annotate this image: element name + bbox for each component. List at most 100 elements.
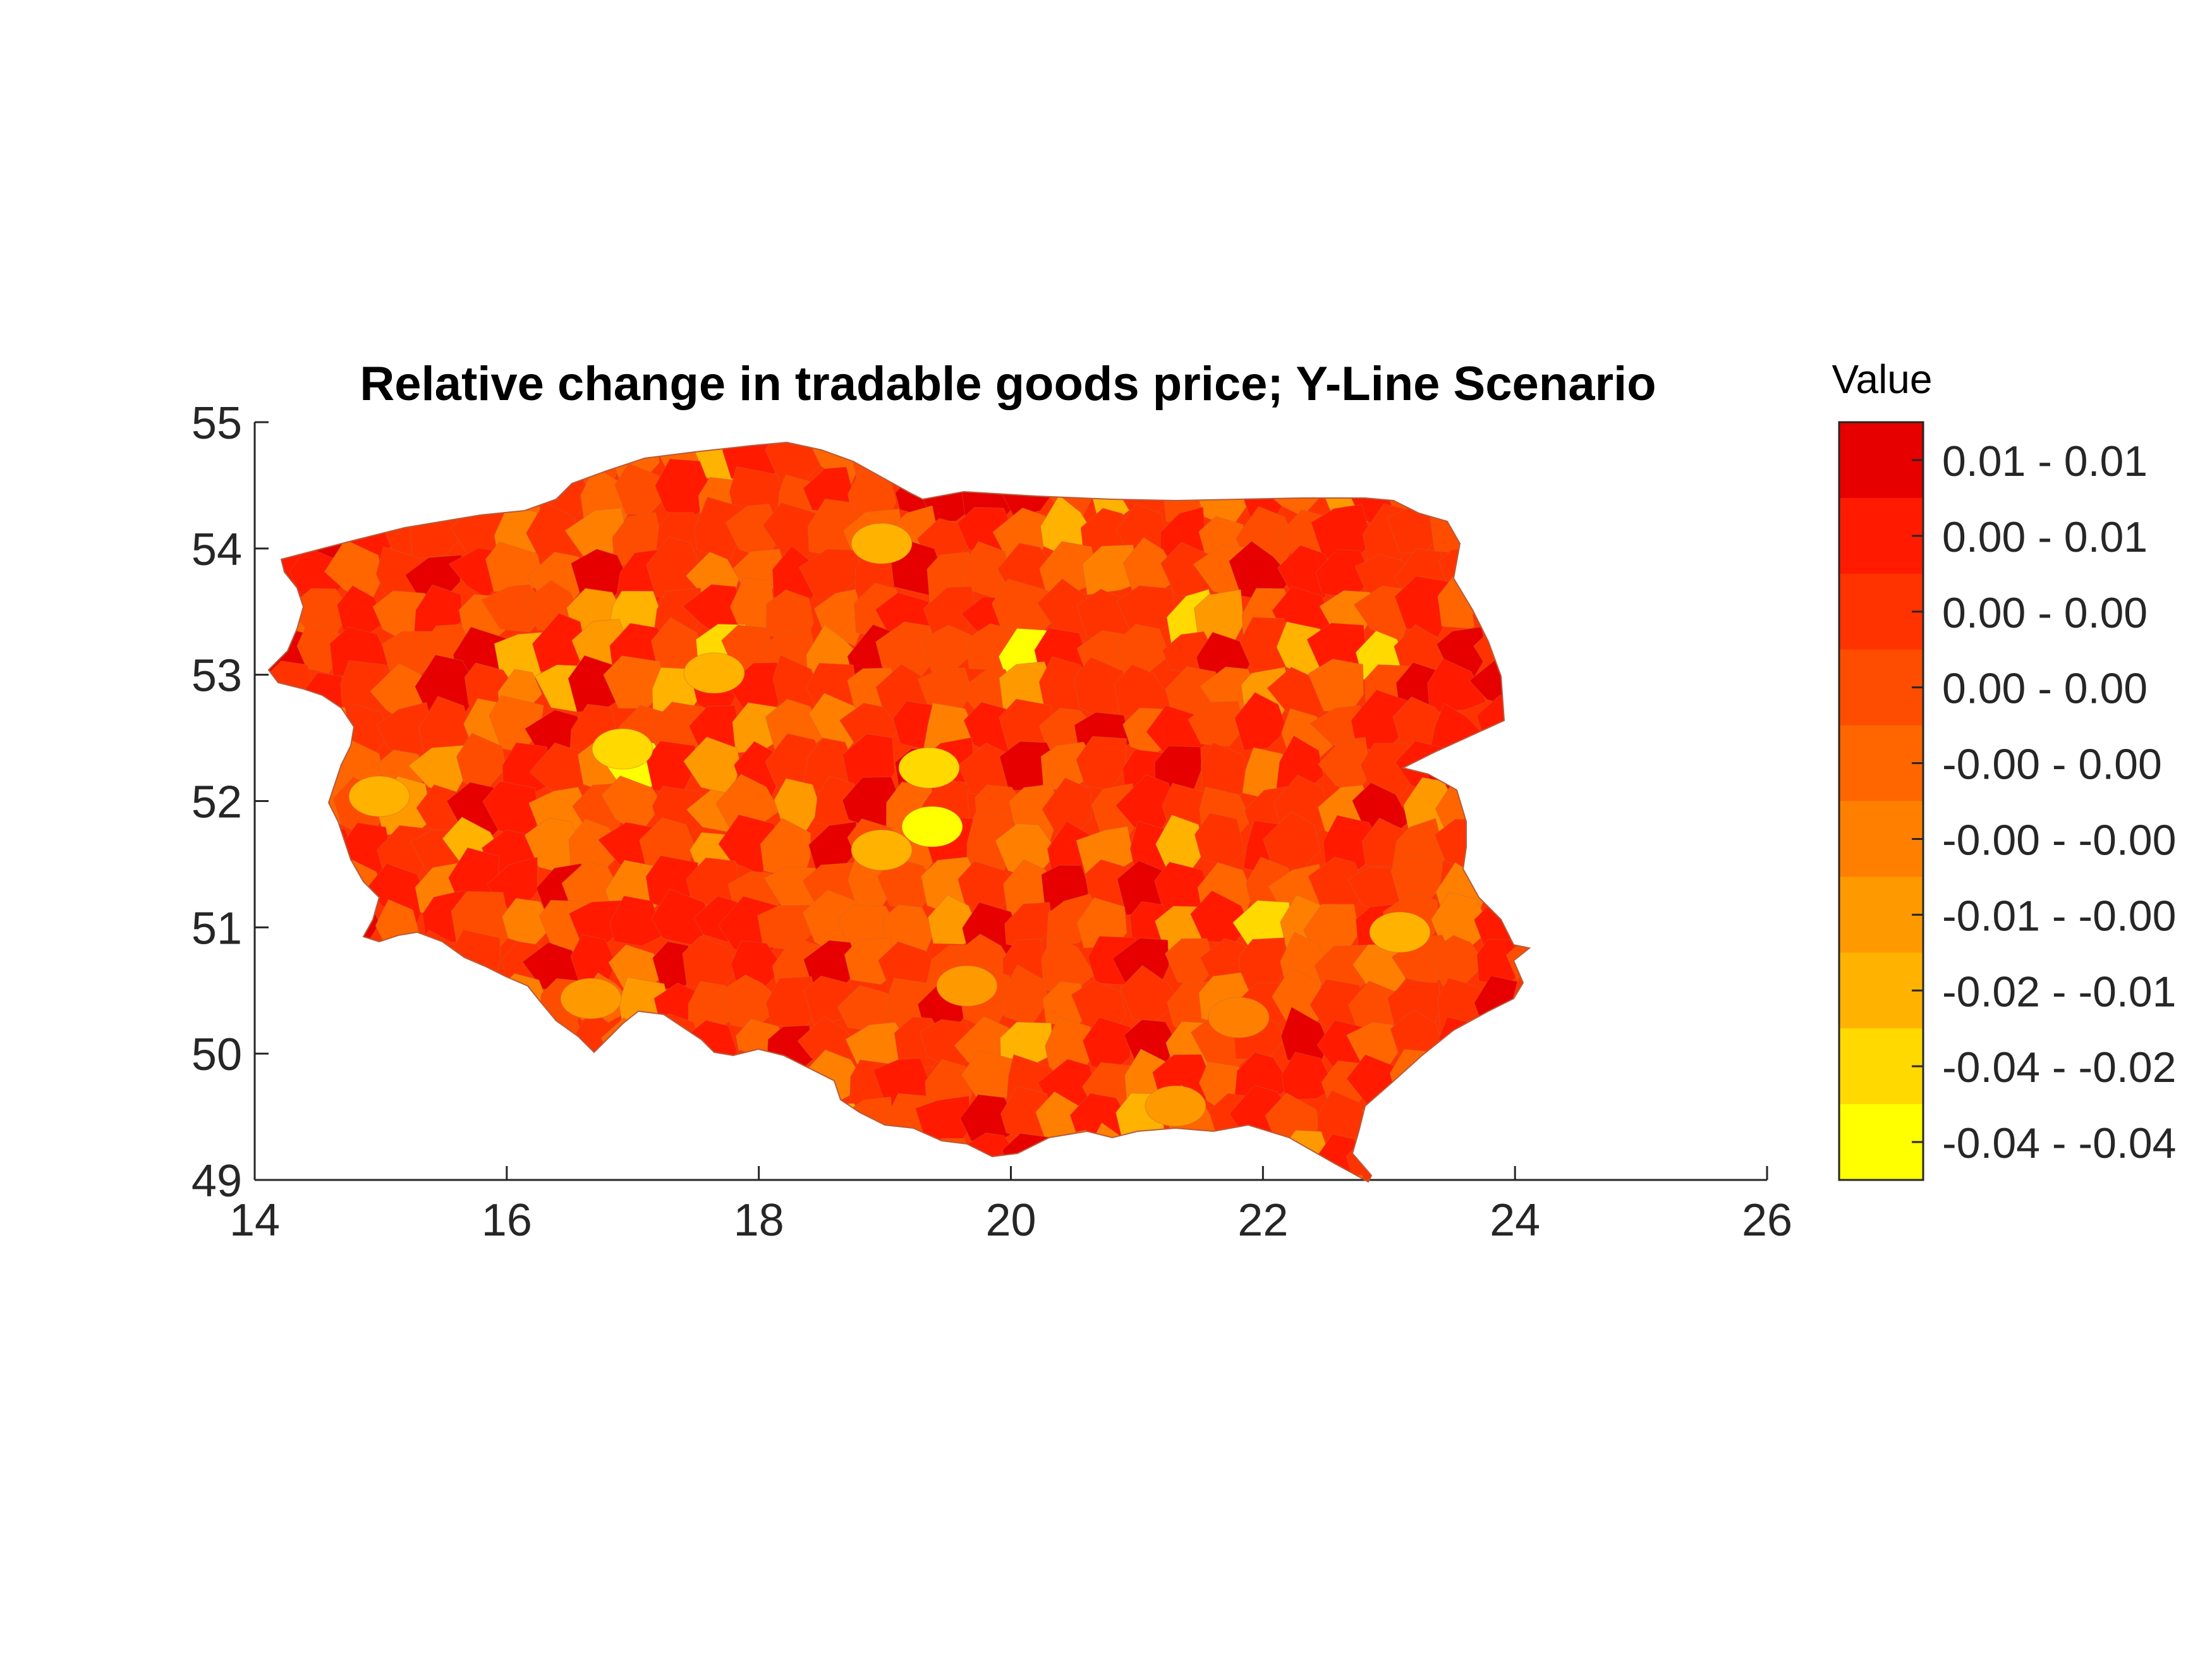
region-patch [837,1096,894,1146]
region-patch [571,1177,622,1182]
region-patch [1145,1085,1206,1127]
region-patch [1472,472,1521,530]
region-patch [600,1086,664,1144]
region-patch [609,896,664,947]
region-patch [1475,810,1529,876]
region-patch [1431,442,1478,485]
legend-label: -0.02 - -0.01 [1942,968,2176,1016]
region-patch [917,1177,980,1182]
region-patch [570,1131,634,1182]
region-patch [936,965,998,1007]
legend-swatch [1839,952,1923,1029]
region-patch [300,1059,358,1109]
region-patch [1473,503,1529,564]
region-patch [1511,977,1529,1037]
region-patch [492,1131,544,1182]
region-patch [998,442,1057,478]
region-patch [1160,1130,1214,1182]
region-patch [1438,1059,1492,1116]
region-patch [721,1049,783,1111]
region-patch [337,966,393,1023]
region-patch [560,978,622,1019]
region-patch [294,1169,341,1182]
region-patch [496,1090,552,1139]
region-patch [269,1010,310,1073]
region-patch [1515,824,1529,872]
region-patch [1208,997,1270,1038]
legend-swatch [1839,1028,1923,1105]
region-patch [1507,591,1529,642]
region-patch [447,442,513,482]
legend-swatch [1839,649,1923,726]
legend-label: -0.01 - -0.00 [1942,892,2176,940]
region-patch [375,1008,429,1065]
legend-swatches [1839,422,1923,1181]
region-patch [653,1058,707,1117]
region-patch [562,1061,622,1115]
region-patch [1516,442,1529,482]
region-patch [1243,442,1289,482]
region-patch [529,1129,585,1182]
region-patch [901,806,963,848]
region-patch [1166,442,1218,489]
region-patch [1514,623,1529,676]
region-patch [759,1131,811,1182]
x-tick-label: 22 [1237,1195,1288,1246]
region-patch [269,817,311,875]
region-patch [329,935,389,999]
region-patch [269,442,322,483]
legend-swatch [1839,497,1923,574]
region-patch [410,1055,470,1112]
region-patch [534,442,581,480]
region-patch [269,788,307,847]
region-patch [1200,442,1249,480]
region-patch [445,983,504,1036]
region-patch [454,1016,507,1065]
legend-swatch [1839,877,1923,953]
region-patch [291,854,356,916]
region-patch [1359,1177,1421,1182]
region-patch [928,442,987,490]
region-patch [1369,911,1431,953]
region-patch [340,1177,394,1182]
region-patch [803,1126,860,1182]
region-patch [410,1174,461,1182]
legend-label: -0.00 - 0.00 [1942,741,2162,789]
region-patch [298,895,363,951]
region-patch [1281,1052,1335,1100]
region-patch [1395,1177,1443,1182]
region-patch [348,775,410,817]
region-patch [592,728,653,770]
legend-label: -0.00 - -0.00 [1942,816,2176,864]
region-patch [334,1009,399,1067]
region-patch [647,1134,695,1182]
region-patch [269,1139,313,1182]
region-patch [1521,863,1529,921]
legend-label: -0.04 - -0.04 [1942,1119,2176,1167]
region-patch [727,1127,781,1182]
region-patch [1346,1138,1405,1182]
region-patch [1469,442,1529,491]
region-patch [269,1050,319,1109]
region-patch [1509,545,1529,602]
axes: 14 16 18 20 22 24 26 49 50 51 52 53 54 55 [191,398,1792,1246]
x-tick-label: 16 [482,1195,532,1246]
region-patch [851,829,913,871]
region-patch [1469,1136,1529,1182]
region-patch [459,1130,520,1177]
region-patch [641,1013,700,1069]
region-patch [1517,779,1529,836]
region-patch [844,937,895,985]
region-patch [1470,1057,1529,1110]
region-patch [1188,700,1244,747]
region-patch [374,1165,434,1182]
y-tick-label: 51 [191,903,242,954]
y-tick-label: 50 [191,1030,242,1080]
region-patch [1162,1175,1219,1182]
x-ticks: 14 16 18 20 22 24 26 [229,1166,1792,1246]
region-patch [615,1178,669,1182]
region-patch [1124,442,1176,483]
region-patch [969,442,1014,491]
region-patch [888,1172,945,1182]
